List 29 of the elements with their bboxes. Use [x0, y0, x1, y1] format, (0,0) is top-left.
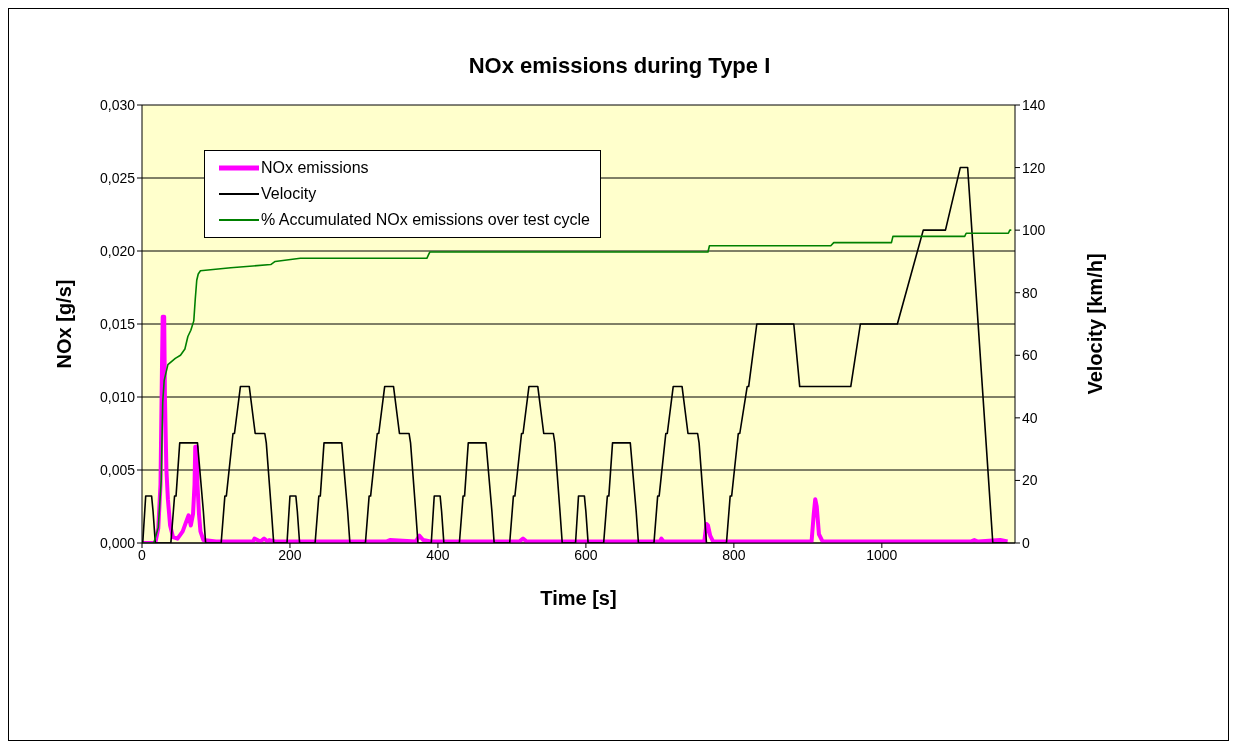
y2-tick-label: 100	[1022, 222, 1046, 239]
y2-tick-label: 20	[1022, 472, 1038, 489]
y-tick-label: 0,015	[99, 315, 136, 332]
y2-tick-label: 60	[1022, 347, 1038, 364]
y2-tick-label: 140	[1022, 96, 1046, 113]
y-tick-label: 0,000	[99, 534, 136, 551]
legend-label: % Accumulated NOx emissions over test cycle	[261, 211, 591, 229]
y2-tick-label: 0	[1022, 534, 1030, 551]
y-tick-label: 0,020	[99, 242, 136, 259]
y2-axis-title: Velocity [km/h]	[1084, 253, 1107, 395]
x-tick-label: 1000	[866, 546, 898, 563]
y-tick-label: 0,025	[99, 169, 136, 186]
x-tick-label: 400	[426, 546, 450, 563]
y-tick-label: 0,005	[99, 461, 136, 478]
y-tick-label: 0,010	[99, 388, 136, 405]
line-series	[142, 314, 1010, 543]
x-axis-title: Time [s]	[540, 587, 617, 609]
y-axis-title: NOx [g/s]	[53, 279, 76, 369]
legend-label: Velocity	[261, 185, 317, 203]
x-tick-label: 0	[138, 546, 147, 563]
x-tick-label: 200	[278, 546, 302, 563]
chart-title: NOx emissions during Type I	[467, 53, 772, 79]
y-tick-label: 0,030	[99, 96, 136, 113]
y2-tick-label: 40	[1022, 409, 1038, 426]
y2-tick-label: 120	[1022, 159, 1046, 176]
y2-tick-label: 80	[1022, 284, 1038, 301]
x-tick-label: 600	[574, 546, 598, 563]
legend-label: NOx emissions	[261, 159, 369, 177]
x-tick-label: 800	[722, 546, 746, 563]
